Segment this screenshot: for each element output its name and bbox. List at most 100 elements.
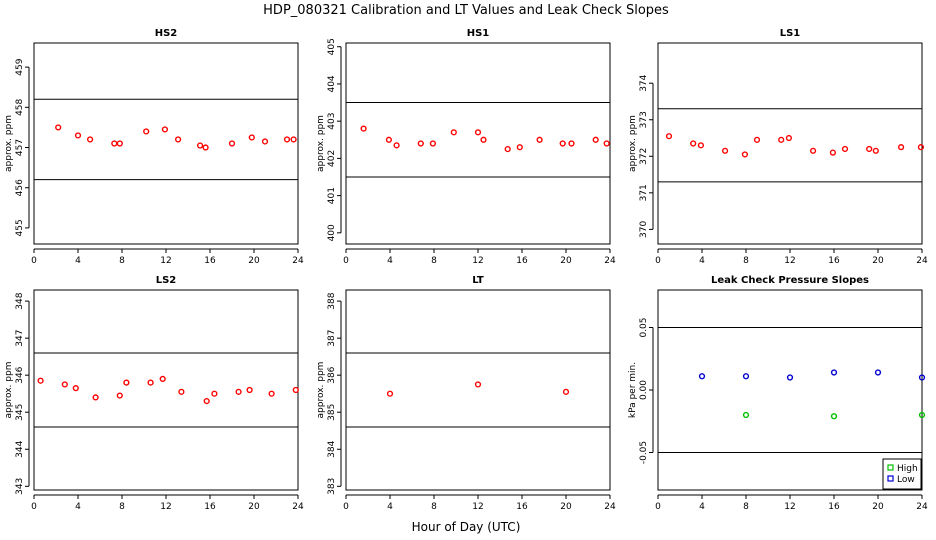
- y-tick-label: 457: [15, 139, 25, 156]
- x-tick-label: 20: [560, 256, 572, 266]
- x-tick-label: 8: [743, 502, 749, 512]
- data-point: [393, 142, 400, 149]
- panel-4: LT 0 4 8 12 16 20 24 383 384 385 386 387 388 approx. p…: [316, 275, 616, 512]
- panel-1: HS1 0 4 8 12 16 20 24 400 401 402 403 404 405 approx. …: [316, 28, 616, 266]
- data-point: [92, 394, 99, 401]
- panel-title: LT: [472, 275, 484, 286]
- y-tick-label: 403: [327, 113, 337, 130]
- data-point: [504, 145, 511, 153]
- data-point: [386, 390, 394, 397]
- data-point: [123, 379, 130, 386]
- data-point: [203, 398, 210, 405]
- x-tick-label: 24: [916, 502, 928, 512]
- data-point: [698, 373, 706, 380]
- data-point: [866, 145, 873, 153]
- y-axis-label: approx. ppm: [316, 362, 326, 419]
- x-tick-label: 0: [343, 502, 349, 512]
- data-point: [918, 374, 926, 381]
- data-point: [178, 388, 185, 395]
- panel-0: HS2 0 4 8 12 16 20 24 455 456 457 458 459 approx. ppm: [4, 28, 304, 266]
- y-tick-label: 346: [15, 366, 25, 383]
- data-point: [261, 138, 269, 145]
- data-point: [897, 144, 905, 151]
- y-tick-label: 455: [15, 219, 25, 236]
- x-tick-label: 8: [119, 256, 125, 266]
- data-point: [874, 369, 882, 376]
- data-point: [72, 385, 79, 392]
- y-tick-label: 402: [327, 150, 337, 167]
- x-tick-label: 16: [204, 502, 216, 512]
- y-tick-label: 401: [327, 187, 337, 204]
- x-tick-label: 24: [292, 502, 304, 512]
- y-tick-label: -0.05: [639, 441, 649, 464]
- y-tick-label: 456: [15, 179, 25, 196]
- figure-xlabel: Hour of Day (UTC): [412, 520, 521, 534]
- data-point: [417, 140, 424, 147]
- data-point: [283, 136, 291, 143]
- data-point: [665, 133, 673, 140]
- x-tick-label: 0: [343, 256, 349, 266]
- y-tick-label: 0.05: [639, 317, 649, 337]
- data-point: [516, 144, 523, 151]
- y-tick-label: 400: [327, 224, 337, 241]
- data-point: [147, 379, 154, 386]
- x-tick-label: 8: [431, 502, 437, 512]
- figure-title: HDP_080321 Calibration and LT Values and…: [263, 3, 669, 18]
- data-point: [917, 144, 925, 151]
- data-point: [116, 140, 123, 147]
- y-tick-label: 345: [15, 404, 25, 421]
- data-point: [111, 140, 118, 147]
- data-point: [246, 386, 253, 394]
- y-axis-label: approx. ppm: [316, 115, 326, 172]
- data-point: [568, 140, 575, 147]
- panel-title: HS1: [467, 28, 490, 39]
- data-point: [742, 411, 750, 419]
- y-tick-label: 388: [327, 292, 337, 309]
- x-tick-label: 12: [472, 502, 483, 512]
- data-point: [690, 140, 697, 147]
- x-tick-label: 4: [387, 502, 393, 512]
- y-tick-label: 370: [639, 221, 649, 238]
- plot-frame: [345, 289, 611, 491]
- x-tick-label: 8: [431, 256, 437, 266]
- plot-frame: [657, 289, 923, 491]
- data-point: [474, 381, 482, 388]
- x-tick-label: 16: [204, 256, 216, 266]
- legend-swatch: [887, 464, 894, 471]
- data-point: [385, 136, 393, 143]
- y-tick-label: 387: [327, 330, 337, 347]
- legend-swatch: [887, 475, 894, 482]
- x-tick-label: 20: [560, 502, 572, 512]
- data-point: [753, 136, 761, 143]
- x-tick-label: 16: [516, 256, 528, 266]
- data-point: [74, 132, 82, 139]
- x-tick-label: 4: [75, 502, 81, 512]
- legend-box: [882, 458, 922, 490]
- data-point: [474, 129, 482, 136]
- y-tick-label: 404: [327, 75, 337, 92]
- x-tick-label: 12: [784, 502, 795, 512]
- data-point: [290, 136, 297, 143]
- data-point: [211, 390, 218, 397]
- data-point: [830, 413, 838, 420]
- data-point: [159, 375, 166, 382]
- panel-title: Leak Check Pressure Slopes: [711, 275, 869, 286]
- x-tick-label: 4: [699, 502, 705, 512]
- x-tick-label: 0: [31, 256, 37, 266]
- data-point: [809, 147, 817, 154]
- x-tick-label: 16: [828, 502, 840, 512]
- x-tick-label: 0: [655, 502, 661, 512]
- legend-label: High: [897, 464, 918, 474]
- x-tick-label: 20: [248, 256, 260, 266]
- y-tick-label: 459: [15, 58, 25, 75]
- data-point: [829, 149, 837, 156]
- data-point: [697, 142, 705, 149]
- y-tick-label: 405: [327, 38, 337, 55]
- y-tick-label: 343: [15, 478, 25, 495]
- data-point: [450, 129, 457, 136]
- y-tick-label: 371: [639, 184, 649, 201]
- data-point: [429, 140, 437, 147]
- x-tick-label: 16: [828, 256, 840, 266]
